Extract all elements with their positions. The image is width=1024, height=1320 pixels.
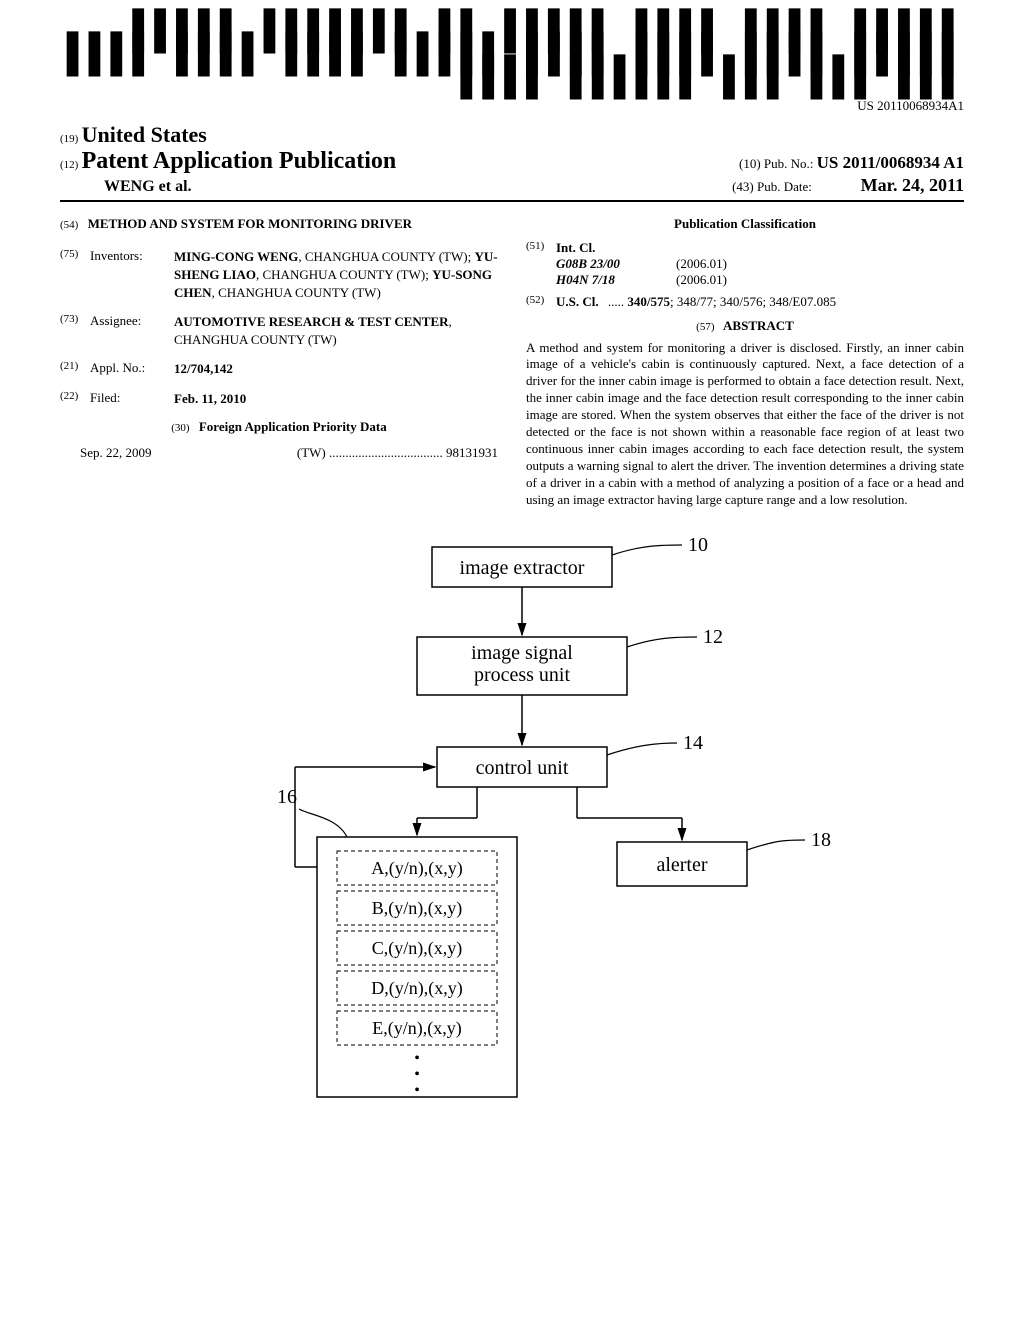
abstract-field-num: (57): [696, 321, 714, 333]
inventors-field-num: (75): [60, 248, 90, 301]
pubdate-field-num: (43): [732, 179, 754, 194]
svg-text:image signal: image signal: [471, 642, 573, 664]
filed-label: Filed:: [90, 390, 174, 408]
svg-text:E,(y/n),(x,y): E,(y/n),(x,y): [372, 1018, 461, 1039]
svg-text:D,(y/n),(x,y): D,(y/n),(x,y): [371, 978, 462, 999]
svg-text:16: 16: [277, 786, 297, 808]
svg-text:14: 14: [683, 732, 703, 754]
svg-text:image extractor: image extractor: [460, 557, 585, 579]
svg-text:•: •: [414, 1050, 420, 1067]
uscl-dots: .....: [608, 294, 624, 309]
country-field-num: (19): [60, 133, 78, 145]
applno-field-num: (21): [60, 360, 90, 378]
intcl-year: (2006.01): [676, 256, 727, 272]
bibliographic-columns: (54) METHOD AND SYSTEM FOR MONITORING DR…: [60, 216, 964, 509]
barcode-graphic: ▌▌▌▌▌ ▌▌▌▌▌▌▌ ▌▌ ▌▌▌▌▌ ▌▌▌▌ ▌▌▌▌ ▌▌▌▌▌ ▌…: [60, 20, 964, 88]
svg-text:B,(y/n),(x,y): B,(y/n),(x,y): [372, 898, 462, 919]
uscl-label: U.S. Cl.: [556, 294, 599, 309]
fapd-field-num: (30): [171, 422, 189, 434]
svg-text:process unit: process unit: [474, 664, 571, 686]
title-field-num: (54): [60, 219, 78, 231]
filed-row: (22) Filed: Feb. 11, 2010: [60, 390, 498, 408]
barcode-number: US 20110068934A1: [60, 98, 964, 114]
fapd-date: Sep. 22, 2009: [80, 445, 152, 461]
uscl-field-num: (52): [526, 294, 556, 310]
figure-diagram: image extractor 10 image signalprocess uni…: [60, 537, 964, 1147]
barcode-region: ▌▌▌▌▌ ▌▌▌▌▌▌▌ ▌▌ ▌▌▌▌▌ ▌▌▌▌ ▌▌▌▌ ▌▌▌▌▌ ▌…: [60, 20, 964, 94]
country-name: United States: [82, 122, 207, 147]
pubno-value: US 2011/0068934 A1: [817, 153, 964, 172]
abstract-heading: (57) ABSTRACT: [526, 318, 964, 334]
uscl-row: (52) U.S. Cl. ..... 340/575; 348/77; 340…: [526, 294, 964, 310]
pubclass-heading: Publication Classification: [526, 216, 964, 232]
authors-surname: WENG et al.: [60, 178, 192, 196]
uscl-first: 340/575: [627, 294, 670, 309]
left-column: (54) METHOD AND SYSTEM FOR MONITORING DR…: [60, 216, 498, 509]
inventors-label: Inventors:: [90, 248, 174, 301]
publication-type: Patent Application Publication: [82, 148, 397, 174]
applno-row: (21) Appl. No.: 12/704,142: [60, 360, 498, 378]
pubdate-label: Pub. Date:: [757, 179, 812, 194]
pubno-field-num: (10): [739, 156, 761, 171]
document-header: (19) United States (12) Patent Applicati…: [60, 122, 964, 196]
header-rule: [60, 200, 964, 202]
svg-text:C,(y/n),(x,y): C,(y/n),(x,y): [372, 938, 462, 959]
flowchart-svg: image extractor 10 image signalprocess uni…: [162, 537, 862, 1147]
intcl-row: H04N 7/18 (2006.01): [526, 272, 964, 288]
fapd-dots: ...................................: [329, 445, 443, 460]
invention-title-block: (54) METHOD AND SYSTEM FOR MONITORING DR…: [60, 216, 498, 233]
intcl-label: Int. Cl.: [556, 240, 595, 256]
svg-text:alerter: alerter: [656, 854, 707, 876]
abstract-title: ABSTRACT: [723, 318, 794, 333]
applno-label: Appl. No.:: [90, 360, 174, 378]
assignee-name: AUTOMOTIVE RESEARCH & TEST CENTER: [174, 314, 449, 329]
inventors-row: (75) Inventors: MING-CONG WENG, CHANGHUA…: [60, 248, 498, 301]
svg-text:•: •: [414, 1066, 420, 1083]
intcl-field-num: (51): [526, 240, 556, 256]
invention-title: METHOD AND SYSTEM FOR MONITORING DRIVER: [88, 216, 412, 231]
svg-text:•: •: [414, 1082, 420, 1099]
pub-field-num: (12): [60, 159, 78, 171]
inventors-body: MING-CONG WENG, CHANGHUA COUNTY (TW); YU…: [174, 248, 498, 301]
pubdate-value: Mar. 24, 2011: [861, 175, 964, 195]
intcl-block: (51) Int. Cl. G08B 23/00 (2006.01) H04N …: [526, 240, 964, 288]
fapd-value: 98131931: [446, 445, 498, 460]
svg-text:10: 10: [688, 537, 708, 556]
svg-text:control unit: control unit: [476, 757, 569, 779]
fapd-country: (TW): [297, 445, 326, 460]
assignee-field-num: (73): [60, 313, 90, 348]
assignee-body: AUTOMOTIVE RESEARCH & TEST CENTER, CHANG…: [174, 313, 498, 348]
svg-text:18: 18: [811, 829, 831, 851]
fapd-heading: (30) Foreign Application Priority Data: [60, 419, 498, 435]
abstract-text: A method and system for monitoring a dri…: [526, 340, 964, 509]
intcl-code: G08B 23/00: [556, 256, 676, 272]
intcl-year: (2006.01): [676, 272, 727, 288]
assignee-row: (73) Assignee: AUTOMOTIVE RESEARCH & TES…: [60, 313, 498, 348]
fapd-entry: Sep. 22, 2009 (TW) .....................…: [60, 445, 498, 461]
svg-text:A,(y/n),(x,y): A,(y/n),(x,y): [371, 858, 462, 879]
assignee-label: Assignee:: [90, 313, 174, 348]
intcl-row: G08B 23/00 (2006.01): [526, 256, 964, 272]
svg-text:12: 12: [703, 626, 723, 648]
right-column: Publication Classification (51) Int. Cl.…: [526, 216, 964, 509]
pubno-label: Pub. No.:: [764, 156, 813, 171]
applno-value: 12/704,142: [174, 360, 498, 378]
fapd-title: Foreign Application Priority Data: [199, 419, 387, 434]
uscl-rest: ; 348/77; 340/576; 348/E07.085: [670, 294, 836, 309]
intcl-code: H04N 7/18: [556, 272, 676, 288]
filed-field-num: (22): [60, 390, 90, 408]
filed-value: Feb. 11, 2010: [174, 390, 498, 408]
